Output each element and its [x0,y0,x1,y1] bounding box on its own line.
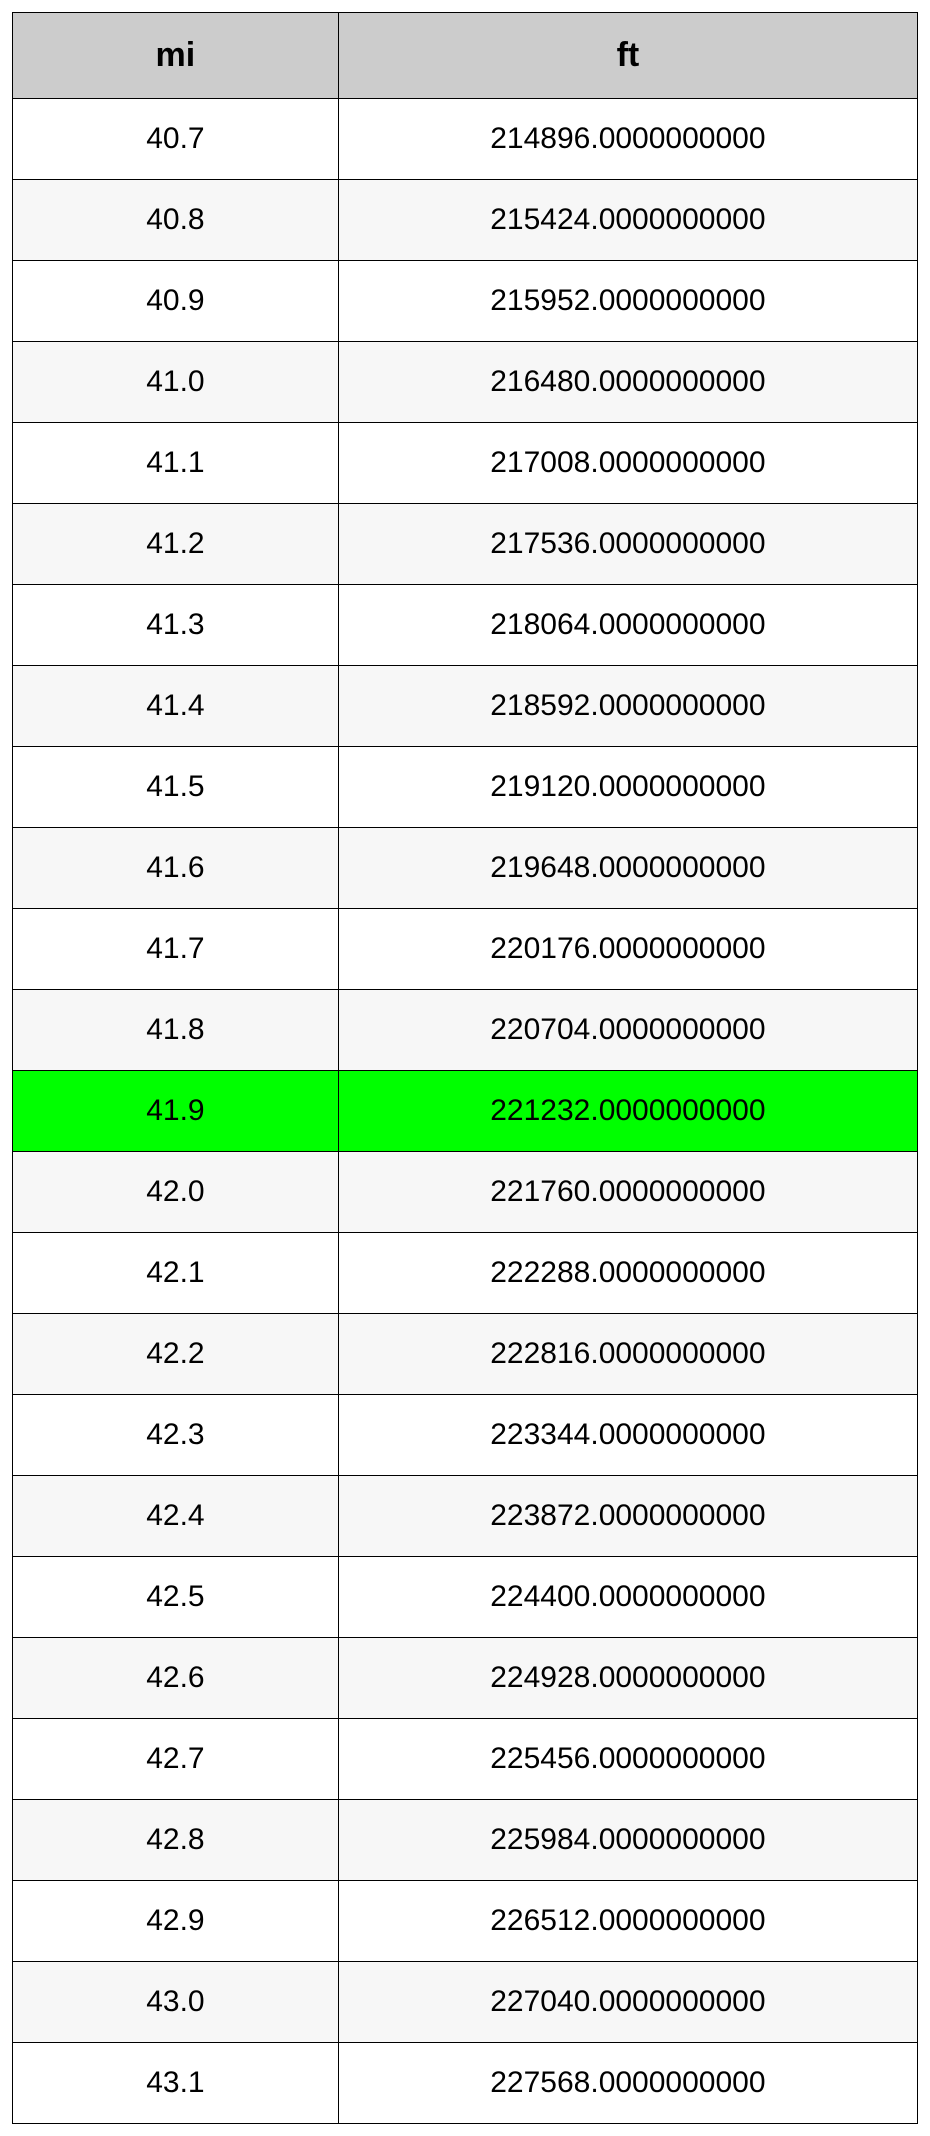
table-row: 41.5 219120.0000000000 [13,746,918,827]
cell-ft: 224928.0000000000 [338,1637,917,1718]
cell-ft: 222288.0000000000 [338,1232,917,1313]
table-row: 41.6 219648.0000000000 [13,827,918,908]
cell-ft: 227568.0000000000 [338,2042,917,2123]
cell-mi: 41.7 [13,908,339,989]
table-body: 40.7 214896.0000000000 40.8 215424.00000… [13,98,918,2123]
cell-mi: 41.9 [13,1070,339,1151]
cell-mi: 40.7 [13,98,339,179]
cell-ft: 217008.0000000000 [338,422,917,503]
cell-ft: 218064.0000000000 [338,584,917,665]
table-row: 42.1 222288.0000000000 [13,1232,918,1313]
cell-mi: 42.1 [13,1232,339,1313]
cell-mi: 41.0 [13,341,339,422]
table-row: 42.8 225984.0000000000 [13,1799,918,1880]
table-row: 42.4 223872.0000000000 [13,1475,918,1556]
table-row: 42.7 225456.0000000000 [13,1718,918,1799]
conversion-table-container: mi ft 40.7 214896.0000000000 40.8 215424… [0,0,930,2136]
cell-mi: 43.0 [13,1961,339,2042]
cell-ft: 224400.0000000000 [338,1556,917,1637]
table-row: 41.8 220704.0000000000 [13,989,918,1070]
table-row: 40.7 214896.0000000000 [13,98,918,179]
cell-ft: 214896.0000000000 [338,98,917,179]
table-row: 42.5 224400.0000000000 [13,1556,918,1637]
cell-ft: 220176.0000000000 [338,908,917,989]
cell-ft: 223344.0000000000 [338,1394,917,1475]
cell-ft: 215424.0000000000 [338,179,917,260]
cell-ft: 217536.0000000000 [338,503,917,584]
cell-mi: 42.3 [13,1394,339,1475]
table-row: 41.1 217008.0000000000 [13,422,918,503]
table-row: 42.9 226512.0000000000 [13,1880,918,1961]
table-row: 43.0 227040.0000000000 [13,1961,918,2042]
cell-mi: 42.4 [13,1475,339,1556]
cell-mi: 41.8 [13,989,339,1070]
cell-ft: 221760.0000000000 [338,1151,917,1232]
table-row: 41.7 220176.0000000000 [13,908,918,989]
cell-mi: 41.3 [13,584,339,665]
table-row: 42.0 221760.0000000000 [13,1151,918,1232]
cell-ft: 227040.0000000000 [338,1961,917,2042]
table-row: 41.0 216480.0000000000 [13,341,918,422]
table-row: 42.2 222816.0000000000 [13,1313,918,1394]
cell-mi: 42.7 [13,1718,339,1799]
table-row: 41.4 218592.0000000000 [13,665,918,746]
cell-mi: 42.5 [13,1556,339,1637]
cell-ft: 225984.0000000000 [338,1799,917,1880]
cell-mi: 41.6 [13,827,339,908]
cell-ft: 223872.0000000000 [338,1475,917,1556]
cell-ft: 221232.0000000000 [338,1070,917,1151]
column-header-mi: mi [13,13,339,99]
table-header-row: mi ft [13,13,918,99]
cell-mi: 42.9 [13,1880,339,1961]
table-row: 43.1 227568.0000000000 [13,2042,918,2123]
table-row: 41.3 218064.0000000000 [13,584,918,665]
cell-ft: 226512.0000000000 [338,1880,917,1961]
cell-ft: 222816.0000000000 [338,1313,917,1394]
cell-ft: 225456.0000000000 [338,1718,917,1799]
cell-ft: 219648.0000000000 [338,827,917,908]
table-row: 40.8 215424.0000000000 [13,179,918,260]
cell-ft: 218592.0000000000 [338,665,917,746]
conversion-table: mi ft 40.7 214896.0000000000 40.8 215424… [12,12,918,2124]
cell-mi: 41.2 [13,503,339,584]
cell-ft: 215952.0000000000 [338,260,917,341]
table-row: 42.6 224928.0000000000 [13,1637,918,1718]
table-row: 42.3 223344.0000000000 [13,1394,918,1475]
table-row: 40.9 215952.0000000000 [13,260,918,341]
cell-ft: 216480.0000000000 [338,341,917,422]
cell-mi: 41.1 [13,422,339,503]
cell-mi: 42.0 [13,1151,339,1232]
cell-mi: 40.8 [13,179,339,260]
cell-mi: 42.6 [13,1637,339,1718]
cell-mi: 41.5 [13,746,339,827]
cell-mi: 41.4 [13,665,339,746]
cell-ft: 219120.0000000000 [338,746,917,827]
cell-ft: 220704.0000000000 [338,989,917,1070]
table-row-highlighted: 41.9 221232.0000000000 [13,1070,918,1151]
cell-mi: 42.8 [13,1799,339,1880]
cell-mi: 42.2 [13,1313,339,1394]
table-row: 41.2 217536.0000000000 [13,503,918,584]
cell-mi: 40.9 [13,260,339,341]
cell-mi: 43.1 [13,2042,339,2123]
column-header-ft: ft [338,13,917,99]
table-header: mi ft [13,13,918,99]
